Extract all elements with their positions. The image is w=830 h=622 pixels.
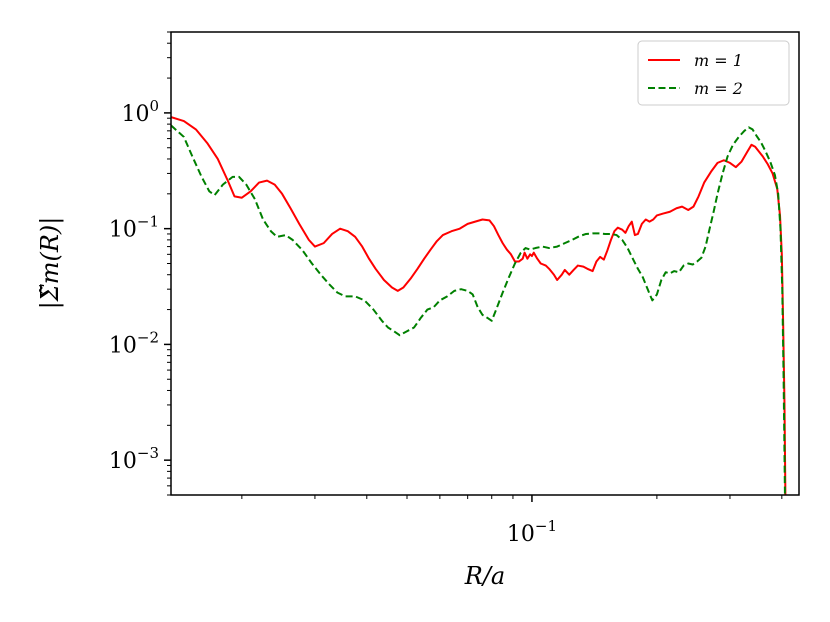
series-line-m1 [171,116,787,495]
plot-frame [170,31,800,496]
axis-ticks: 100 10−1 10−2 10−3 10−1 [109,31,783,547]
x-tick-label: 10−1 [507,517,557,547]
x-axis-label: R/a [464,562,505,590]
legend-label-m2: m = 2 [694,79,743,98]
plot-background [171,32,799,495]
y-axis-label: |Σ̃m(R)| [36,217,65,310]
y-tick-label: 10−1 [109,213,159,243]
legend-label-m1: m = 1 [694,51,743,70]
series-line-m2 [171,124,786,495]
y-tick-label: 100 [121,97,159,127]
y-tick-label: 10−3 [109,444,159,474]
y-tick-label: 10−2 [109,328,159,358]
series-group [171,116,787,495]
legend: m = 1 m = 2 [637,40,790,106]
